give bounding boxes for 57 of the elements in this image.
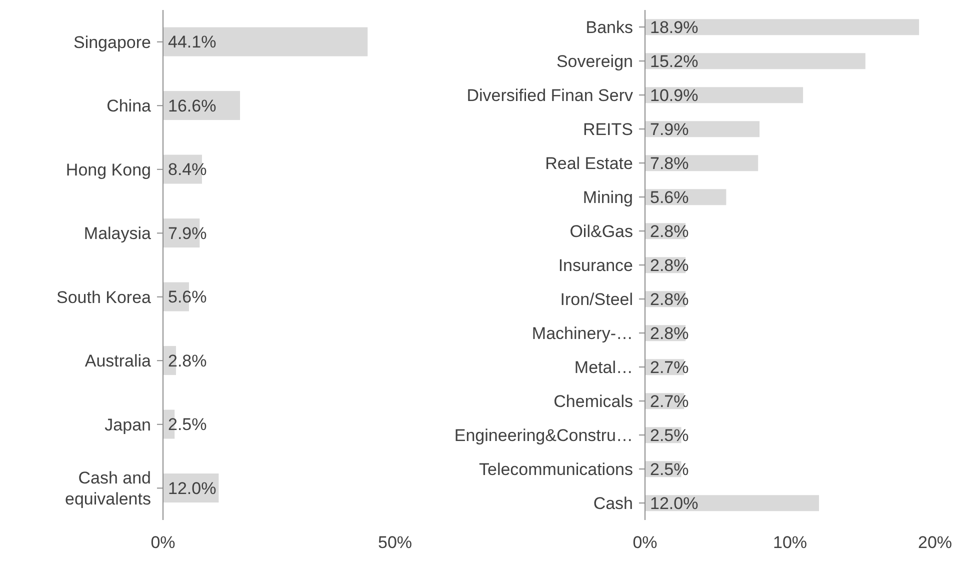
x-tick-label: 50% — [378, 533, 412, 552]
y-tick-label: Malaysia — [84, 224, 152, 243]
bar — [645, 87, 804, 104]
data-label: 2.8% — [650, 324, 689, 344]
y-tick-label: Oil&Gas — [570, 222, 633, 240]
data-label: 2.7% — [650, 392, 689, 412]
y-tick-label: Cash — [593, 494, 633, 512]
y-tick-label: Mining — [582, 188, 633, 206]
data-label: 2.8% — [650, 222, 689, 242]
data-label: 44.1% — [168, 32, 216, 52]
bar — [645, 121, 760, 138]
y-tick-label: Insurance — [558, 256, 633, 274]
data-label: 12.0% — [650, 494, 698, 514]
data-label: 8.4% — [168, 160, 207, 180]
y-tick-label: Engineering&Constru… — [454, 426, 633, 444]
y-tick-label: Singapore — [73, 32, 151, 52]
data-label: 2.5% — [650, 460, 689, 480]
y-tick-label: Metal… — [574, 358, 633, 376]
data-label: 2.7% — [650, 358, 689, 378]
data-label: 10.9% — [650, 86, 698, 106]
x-tick-label: 10% — [772, 533, 808, 552]
data-label: 2.8% — [650, 256, 689, 276]
data-label: 5.6% — [650, 188, 689, 208]
y-tick-label: Chemicals — [554, 392, 633, 410]
y-tick-label: Telecommunications — [478, 460, 633, 478]
data-label: 18.9% — [650, 18, 698, 38]
data-label: 7.9% — [650, 120, 689, 140]
data-label: 12.0% — [168, 478, 216, 498]
y-tick-label: REITS — [582, 120, 633, 138]
y-tick-label: Machinery-… — [532, 324, 633, 342]
data-label: 2.5% — [650, 426, 689, 446]
y-tick-label: South Korea — [56, 287, 152, 306]
x-tick-label: 20% — [918, 533, 952, 552]
y-tick-label: Hong Kong — [66, 160, 151, 179]
data-label: 7.9% — [168, 224, 207, 243]
data-label: 2.5% — [168, 415, 207, 434]
y-tick-label: Japan — [104, 414, 151, 434]
data-label: 2.8% — [650, 290, 689, 310]
bar — [645, 19, 920, 36]
data-label: 5.6% — [168, 288, 207, 307]
bar — [163, 27, 368, 56]
y-tick-label: Cash and equivalents — [64, 468, 151, 508]
y-tick-label: Australia — [84, 351, 152, 370]
x-tick-label: 0% — [632, 533, 658, 552]
y-tick-label: Iron/Steel — [560, 290, 633, 308]
y-tick-label: Sovereign — [556, 52, 633, 70]
data-label: 7.8% — [650, 154, 689, 174]
x-tick-label: 0% — [150, 533, 176, 552]
y-tick-label: China — [106, 96, 152, 116]
y-tick-label: Real Estate — [545, 154, 633, 172]
y-tick-label: Diversified Finan Serv — [466, 86, 634, 104]
bar — [645, 53, 866, 70]
bar — [645, 495, 819, 512]
data-label: 2.8% — [168, 351, 207, 370]
y-tick-label: Banks — [586, 18, 633, 36]
data-label: 15.2% — [650, 52, 698, 72]
data-label: 16.6% — [168, 96, 216, 116]
